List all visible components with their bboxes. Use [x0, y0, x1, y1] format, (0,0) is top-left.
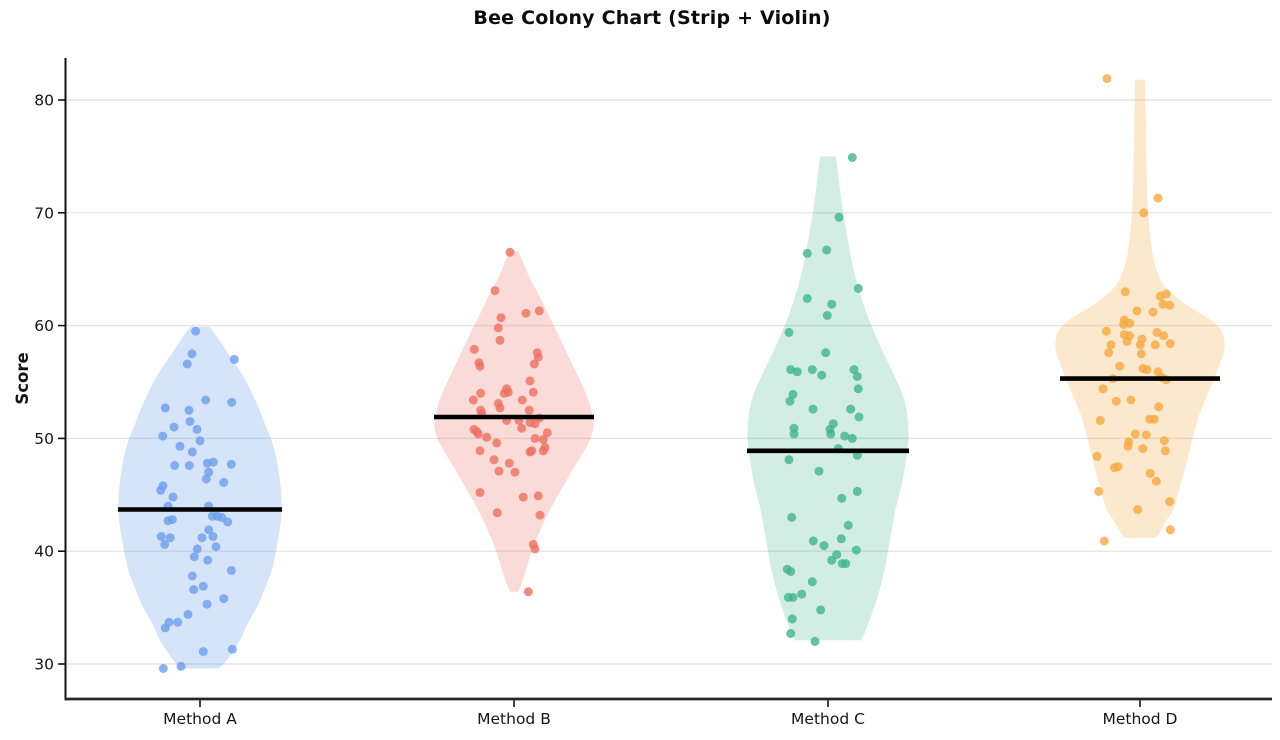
- svg-text:40: 40: [34, 543, 54, 561]
- svg-text:Method C: Method C: [791, 710, 865, 728]
- svg-text:70: 70: [34, 204, 54, 222]
- svg-text:50: 50: [34, 430, 54, 448]
- svg-text:Score: Score: [13, 352, 32, 404]
- svg-text:Method D: Method D: [1103, 710, 1178, 728]
- svg-text:80: 80: [34, 92, 54, 110]
- svg-text:30: 30: [34, 656, 54, 674]
- svg-text:Method A: Method A: [163, 710, 237, 728]
- svg-text:Method B: Method B: [477, 710, 551, 728]
- svg-text:60: 60: [34, 317, 54, 335]
- chart-title: Bee Colony Chart (Strip + Violin): [473, 7, 831, 29]
